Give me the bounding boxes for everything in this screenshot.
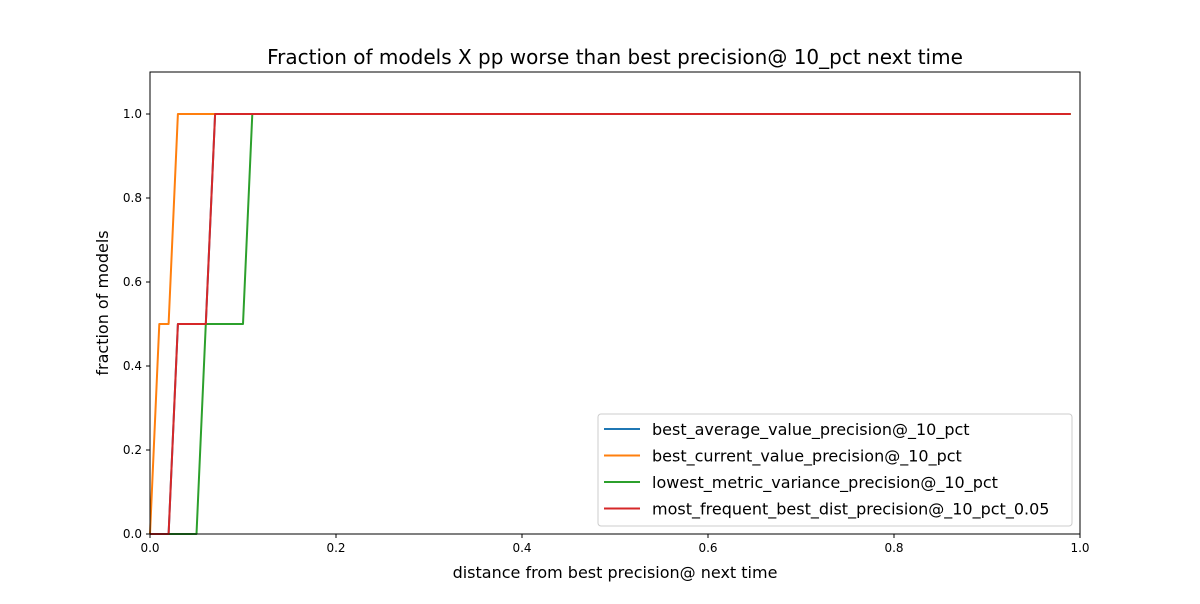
legend: best_average_value_precision@_10_pctbest… <box>597 413 1073 527</box>
legend-label: lowest_metric_variance_precision@_10_pct <box>652 473 998 493</box>
y-tick-label: 0.0 <box>123 527 142 541</box>
x-tick-label: 0.4 <box>512 541 531 555</box>
legend-label: best_average_value_precision@_10_pct <box>652 420 970 440</box>
y-axis-label: fraction of models <box>93 230 112 375</box>
x-axis-label: distance from best precision@ next time <box>453 563 778 582</box>
y-tick-label: 0.6 <box>123 275 142 289</box>
x-tick-label: 0.0 <box>140 541 159 555</box>
x-tick-label: 0.8 <box>884 541 903 555</box>
y-tick-label: 1.0 <box>123 107 142 121</box>
x-tick-label: 0.6 <box>698 541 717 555</box>
legend-frame <box>597 413 1073 527</box>
y-tick-label: 0.8 <box>123 191 142 205</box>
y-axis: 0.0 0.2 0.4 0.6 0.8 1.0 <box>123 107 150 541</box>
x-tick-label: 1.0 <box>1070 541 1089 555</box>
legend-label: most_frequent_best_dist_precision@_10_pc… <box>652 500 1049 520</box>
legend-label: best_current_value_precision@_10_pct <box>652 447 962 467</box>
x-axis: 0.0 0.2 0.4 0.6 0.8 1.0 <box>140 534 1090 555</box>
x-tick-label: 0.2 <box>326 541 345 555</box>
plot-frame <box>149 71 1081 535</box>
y-tick-label: 0.2 <box>123 443 142 457</box>
y-tick-label: 0.4 <box>123 359 142 373</box>
legend-items: best_average_value_precision@_10_pctbest… <box>604 420 1049 520</box>
chart-title: Fraction of models X pp worse than best … <box>267 45 963 69</box>
